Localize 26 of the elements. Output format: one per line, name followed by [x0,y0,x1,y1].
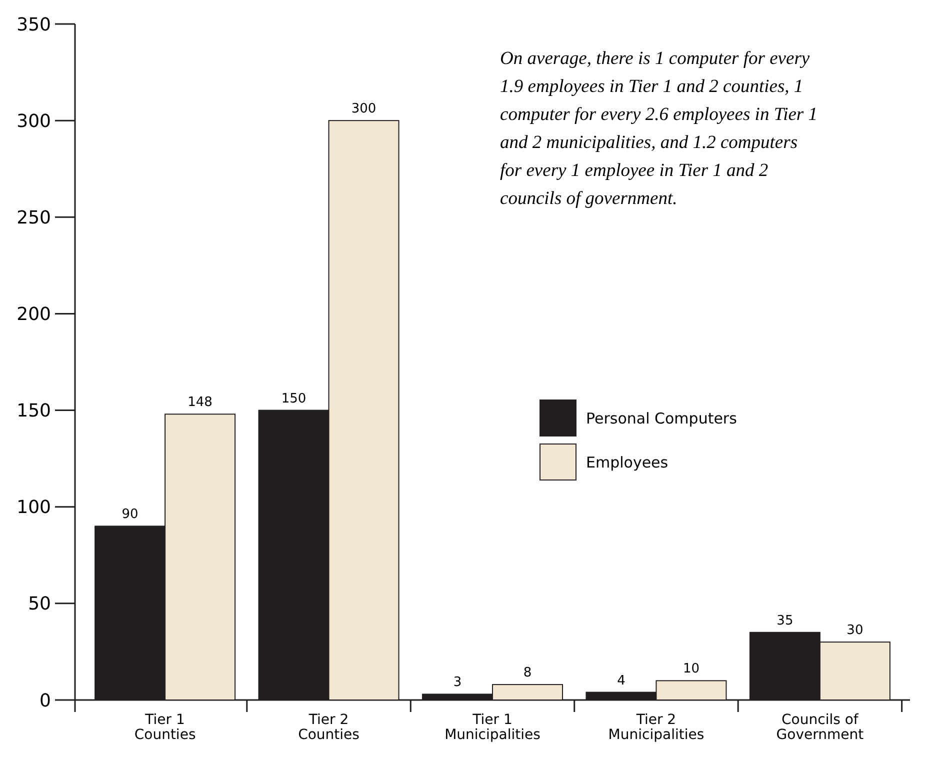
data-label: 30 [846,623,864,638]
legend-label: Employees [586,453,668,472]
data-label: 35 [776,613,794,628]
x-tick-label: Councils of Government [776,712,864,743]
y-tick-label: 350 [16,14,51,36]
x-tick-label: Tier 2 Counties [298,712,360,743]
annotation: On average, there is 1 computer for every 1.9 employees in Tier 1 and 2 counties, 1 computer for every 2.6 employees in Tier 1 and 2 municipalities, and 1.2 computers for every 1 employee in Tier 1 and 2 councils of government. [500,49,818,209]
y-tick-label: 300 [16,110,51,132]
x-tick-label: Tier 1 Municipalities [444,712,540,743]
data-label: 300 [351,102,376,117]
x-tick-label: Tier 2 Municipalities [608,712,704,743]
data-label: 148 [188,395,212,410]
data-label: 3 [453,675,462,690]
legend-label: Personal Computers [586,409,738,428]
data-label: 8 [523,666,532,681]
data-label: 10 [682,662,700,677]
data-label: 90 [122,507,138,522]
data-label: 150 [281,391,306,406]
y-tick-label: 100 [16,497,51,518]
y-tick-label: 150 [16,400,51,422]
y-tick-label: 200 [16,304,51,326]
data-label: 4 [617,673,626,688]
y-tick-label: 50 [28,594,51,615]
x-tick-label: Tier 1 Counties [134,712,196,743]
y-tick-label: 0 [40,690,51,712]
y-tick-label: 250 [16,207,51,228]
